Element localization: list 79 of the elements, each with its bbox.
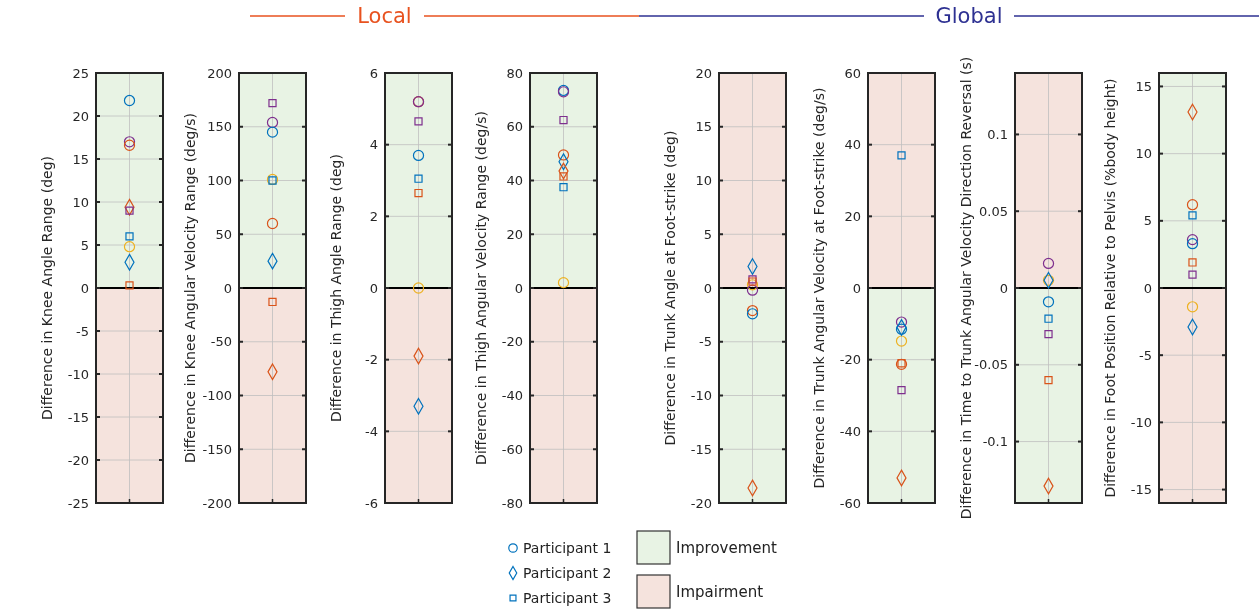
y-tick-label: -20 — [839, 352, 861, 368]
y-tick-label: -40 — [839, 423, 861, 439]
y-axis-title: Difference in Time to Trunk Angular Velocity Direction Reversal (s) — [958, 56, 974, 520]
y-tick-label: 150 — [207, 119, 232, 135]
y-tick-label: 0 — [80, 280, 89, 296]
y-tick-label: 0.1 — [987, 126, 1008, 142]
y-tick-label: 10 — [695, 173, 712, 189]
y-tick-label: -5 — [699, 334, 712, 350]
y-axis-title: Difference in Knee Angle Range (deg) — [39, 156, 55, 420]
y-tick-label: -150 — [202, 441, 232, 457]
y-tick-label: 2 — [369, 208, 378, 224]
y-tick-label: -0.1 — [982, 434, 1008, 450]
y-tick-label: -20 — [501, 334, 523, 350]
y-tick-label: 4 — [369, 137, 378, 153]
y-tick-label: 40 — [506, 173, 523, 189]
y-axis-title: Difference in Thigh Angle Range (deg) — [328, 154, 344, 422]
y-tick-label: 20 — [844, 208, 861, 224]
y-tick-label: 20 — [72, 108, 89, 124]
y-tick-label: 6 — [369, 65, 378, 81]
y-tick-label: -6 — [365, 495, 378, 511]
y-tick-label: 10 — [1135, 146, 1152, 162]
y-tick-label: -20 — [690, 495, 712, 511]
y-tick-label: -4 — [365, 423, 378, 439]
y-tick-label: 5 — [703, 226, 712, 242]
y-tick-label: 0 — [852, 280, 861, 296]
y-tick-label: 0 — [223, 280, 232, 296]
y-tick-label: -2 — [365, 352, 378, 368]
y-tick-label: 20 — [506, 226, 523, 242]
y-tick-label: -0.05 — [974, 357, 1008, 373]
y-tick-label: -15 — [690, 441, 712, 457]
y-tick-label: 15 — [72, 151, 89, 167]
legend-label: Participant 2 — [523, 564, 612, 581]
y-tick-label: 0 — [999, 280, 1008, 296]
y-tick-label: -80 — [501, 495, 523, 511]
y-tick-label: -100 — [202, 388, 232, 404]
y-axis-title: Difference in Thigh Angular Velocity Range (deg/s) — [473, 111, 489, 465]
y-tick-label: 60 — [844, 65, 861, 81]
y-tick-label: 80 — [506, 65, 523, 81]
y-tick-label: -15 — [1130, 482, 1152, 498]
text: Global — [935, 4, 1003, 28]
legend-label: Impairment — [676, 583, 764, 602]
legend-label: Participant 3 — [523, 589, 612, 606]
y-tick-label: 0 — [514, 280, 523, 296]
y-tick-label: 50 — [215, 226, 232, 242]
y-tick-label: 200 — [207, 65, 232, 81]
y-axis-title: Difference in Knee Angular Velocity Range (deg/s) — [182, 113, 198, 463]
y-tick-label: 10 — [72, 194, 89, 210]
y-tick-label: 0 — [369, 280, 378, 296]
y-tick-label: 100 — [207, 173, 232, 189]
y-tick-label: -10 — [1130, 414, 1152, 430]
y-tick-label: -40 — [501, 388, 523, 404]
y-tick-label: -60 — [839, 495, 861, 511]
y-tick-label: 25 — [72, 65, 89, 81]
legend-label: Improvement — [676, 539, 778, 558]
y-axis-title: Difference in Foot Position Relative to Pelvis (%body height) — [1102, 78, 1118, 498]
text: Local — [357, 4, 412, 28]
y-tick-label: -10 — [67, 366, 89, 382]
y-tick-label: 20 — [695, 65, 712, 81]
y-tick-label: 5 — [1143, 213, 1152, 229]
y-axis-title: Difference in Trunk Angle at Foot-strike (deg) — [662, 130, 678, 446]
y-tick-label: -20 — [67, 452, 89, 468]
y-tick-label: 5 — [80, 237, 89, 253]
y-tick-label: 15 — [695, 119, 712, 135]
legend-label: Participant 1 — [523, 539, 612, 556]
y-tick-label: -60 — [501, 441, 523, 457]
y-tick-label: 15 — [1135, 78, 1152, 94]
y-tick-label: 40 — [844, 137, 861, 153]
y-tick-label: -10 — [690, 388, 712, 404]
y-tick-label: -5 — [76, 323, 89, 339]
y-tick-label: -200 — [202, 495, 232, 511]
y-tick-label: -50 — [210, 334, 232, 350]
y-tick-label: 0 — [1143, 280, 1152, 296]
y-tick-label: 60 — [506, 119, 523, 135]
y-tick-label: 0 — [703, 280, 712, 296]
y-tick-label: -25 — [67, 495, 89, 511]
y-axis-title: Difference in Trunk Angular Velocity at Foot-strike (deg/s) — [811, 87, 827, 489]
y-tick-label: -15 — [67, 409, 89, 425]
y-tick-label: -5 — [1139, 347, 1152, 363]
y-tick-label: 0.05 — [979, 203, 1008, 219]
